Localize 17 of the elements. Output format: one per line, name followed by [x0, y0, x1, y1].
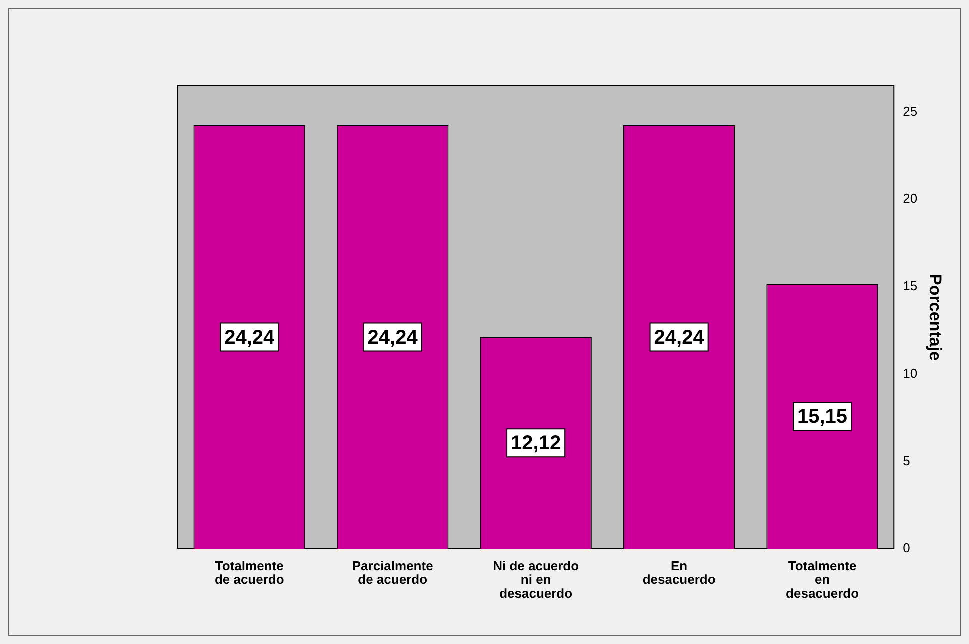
y-tick-label: 0: [903, 540, 910, 556]
y-tick-label: 5: [903, 453, 910, 468]
data-label: 15,15: [797, 406, 848, 428]
x-tick-label: En desacuerdo: [642, 558, 716, 588]
x-tick-label: Totalmente de acuerdo: [214, 558, 284, 588]
data-label: 24,24: [224, 326, 276, 349]
data-label: 24,24: [368, 326, 419, 349]
data-label: 12,12: [511, 432, 562, 455]
y-axis-title: Porcentaje: [926, 274, 946, 361]
y-tick-label: 10: [903, 366, 918, 381]
x-tick-label: Parcialmente de acuerdo: [352, 558, 434, 588]
x-tick-label: Ni de acuerdo ni en desacuerdo: [493, 558, 580, 601]
y-tick-label: 20: [903, 191, 918, 206]
x-tick-label: Totalmente en desacuerdo: [786, 558, 860, 601]
y-tick-label: 15: [903, 278, 918, 294]
data-label: 24,24: [654, 326, 706, 349]
y-tick-label: 25: [903, 104, 918, 119]
